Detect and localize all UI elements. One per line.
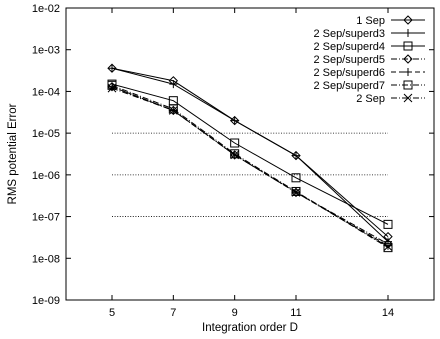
data-point (230, 138, 240, 148)
legend-marker (404, 29, 412, 37)
y-tick-label: 1e-04 (32, 86, 60, 98)
legend-marker (404, 68, 412, 76)
legend-label: 2 Sep/superd5 (313, 54, 385, 66)
legend-label: 1 Sep (356, 15, 385, 27)
data-point (291, 186, 301, 196)
data-point (230, 116, 239, 125)
x-axis-label: Integration order D (202, 322, 298, 334)
data-point (168, 104, 178, 114)
series-2 (108, 64, 392, 246)
series-layer (107, 63, 393, 253)
data-point (383, 219, 393, 229)
data-point (292, 151, 300, 160)
legend-entry: 2 Sep/superd7 (313, 80, 425, 92)
y-tick-label: 1e-09 (32, 295, 60, 307)
legend-label: 2 Sep (356, 93, 385, 105)
series-6 (107, 80, 393, 253)
x-tick-label: 11 (290, 307, 301, 319)
data-point (230, 149, 240, 159)
x-tick-label: 5 (109, 307, 115, 319)
data-point (169, 80, 178, 89)
y-tick-label: 1e-05 (32, 128, 60, 140)
legend-marker (403, 93, 413, 103)
data-point (107, 83, 117, 93)
reference-lines (112, 132, 388, 217)
legend-entry: 2 Sep/superd3 (313, 28, 425, 40)
series-line (111, 86, 389, 247)
series-7 (107, 83, 393, 252)
plot-frame (65, 7, 435, 301)
y-axis-label: RMS potential Error (7, 103, 19, 204)
data-point (383, 242, 393, 252)
legend-entry: 2 Sep/superd5 (313, 54, 425, 66)
legend-label: 2 Sep/superd7 (313, 80, 385, 92)
legend-marker (403, 15, 413, 25)
legend-entry: 2 Sep (356, 93, 425, 105)
series-line (111, 83, 389, 225)
y-tick-label: 1e-03 (32, 45, 60, 57)
legend-entry: 2 Sep/superd6 (313, 67, 425, 79)
x-axis-ticks: 5 7 9 11 14 (109, 8, 394, 319)
data-point (383, 243, 393, 253)
y-tick-label: 1e-02 (32, 3, 60, 15)
y-tick-label: 1e-07 (32, 212, 60, 224)
data-point (107, 80, 117, 90)
legend-entry: 1 Sep (356, 15, 425, 27)
legend-marker (403, 80, 413, 90)
legend-label: 2 Sep/superd4 (313, 41, 385, 53)
data-point (168, 106, 178, 115)
data-point (291, 188, 301, 197)
legend-label: 2 Sep/superd6 (313, 67, 385, 79)
legend-entry: 2 Sep/superd4 (313, 41, 425, 53)
legend-label: 2 Sep/superd3 (313, 28, 385, 40)
x-tick-label: 14 (382, 307, 394, 319)
data-point (384, 241, 392, 250)
data-point (230, 150, 240, 160)
data-point (291, 173, 301, 183)
legend-marker (403, 41, 413, 51)
x-tick-label: 9 (232, 307, 238, 319)
x-tick-label: 7 (170, 307, 176, 319)
y-tick-label: 1e-06 (32, 170, 60, 182)
data-point (108, 64, 116, 73)
legend-marker (403, 54, 413, 64)
y-axis-ticks: 1e-09 1e-08 1e-07 1e-06 1e-05 1e-04 1e-03 1e-02 (32, 3, 434, 307)
y-tick-label: 1e-08 (32, 253, 60, 265)
